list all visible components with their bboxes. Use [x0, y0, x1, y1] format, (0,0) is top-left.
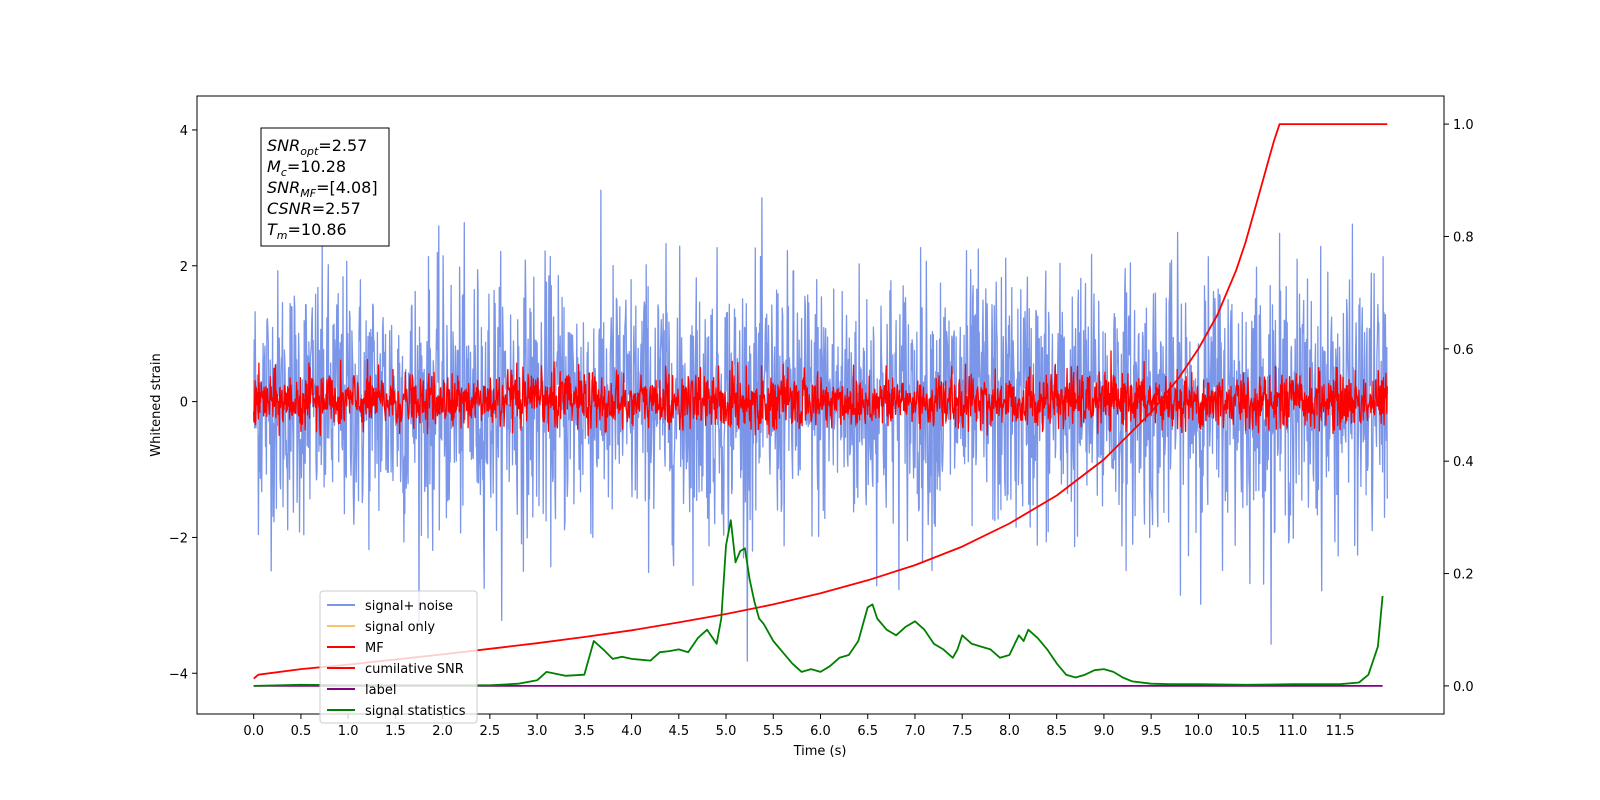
annotation-line: Mc=10.28: [267, 157, 346, 179]
x-tick-label: 0.5: [291, 724, 312, 739]
y-right-tick-label: 0.8: [1453, 230, 1474, 245]
x-tick-label: 9.5: [1141, 724, 1162, 739]
y-tick-label: −4: [169, 667, 188, 682]
annotation-line: CSNR=2.57: [267, 199, 361, 218]
x-axis-label: Time (s): [793, 744, 847, 759]
x-tick-label: 11.0: [1278, 724, 1307, 739]
legend: signal+ noise signal only MF cumilative SNR…: [319, 590, 478, 724]
y-tick-label: 0: [180, 396, 188, 411]
y-axis-right: 0.0 0.2 0.4 0.6 0.8 1.0: [1444, 118, 1474, 695]
x-tick-label: 0.0: [243, 724, 264, 739]
y-right-tick-label: 0.2: [1453, 568, 1474, 583]
x-axis: 0.0 0.5 1.0 1.5 2.0 2.5 3.0 3.5 4.0 4.5 5.0 5.5 6.0 6…: [243, 714, 1355, 739]
legend-entry: signal only: [365, 620, 435, 635]
x-tick-label: 8.5: [1046, 724, 1067, 739]
x-tick-label: 3.0: [527, 724, 548, 739]
legend-entry: signal statistics: [365, 704, 466, 719]
series-line-2: [253, 350, 1388, 437]
legend-entry: MF: [365, 641, 384, 656]
legend-entry: cumilative SNR: [365, 662, 464, 677]
y-right-tick-label: 0.6: [1453, 343, 1474, 358]
series-line-5: [253, 519, 1384, 687]
series-line-0: [253, 189, 1388, 662]
x-tick-label: 7.0: [905, 724, 926, 739]
x-tick-label: 8.0: [999, 724, 1020, 739]
x-tick-label: 11.5: [1326, 724, 1355, 739]
x-tick-label: 4.0: [621, 724, 642, 739]
x-tick-label: 9.0: [1094, 724, 1115, 739]
y-axis-left: −4 −2 0 2 4: [169, 124, 197, 682]
x-tick-label: 10.0: [1184, 724, 1213, 739]
y-tick-label: 2: [180, 260, 188, 275]
annotation-box-frame: [260, 127, 390, 247]
x-tick-label: 5.5: [763, 724, 784, 739]
x-tick-label: 10.5: [1231, 724, 1260, 739]
y-right-tick-label: 0.4: [1453, 455, 1474, 470]
x-tick-label: 2.5: [480, 724, 501, 739]
x-tick-label: 3.5: [574, 724, 595, 739]
x-tick-label: 2.0: [432, 724, 453, 739]
annotation-box: SNRopt=2.57Mc=10.28SNRMF=[4.08]CSNR=2.57…: [260, 127, 390, 247]
x-tick-label: 6.0: [810, 724, 831, 739]
x-tick-label: 4.5: [668, 724, 689, 739]
annotation-line: SNRopt=2.57: [267, 136, 367, 158]
y-tick-label: −2: [169, 531, 188, 546]
x-tick-label: 5.0: [716, 724, 737, 739]
y-axis-label: Whitened strain: [149, 353, 164, 456]
y-right-tick-label: 1.0: [1453, 118, 1474, 133]
legend-entry: signal+ noise: [365, 599, 453, 614]
legend-entry: label: [365, 683, 396, 698]
annotation-line: Tm=10.86: [267, 220, 347, 242]
x-tick-label: 6.5: [857, 724, 878, 739]
legend-frame: [319, 590, 478, 724]
y-right-tick-label: 0.0: [1453, 680, 1474, 695]
x-tick-label: 1.0: [338, 724, 359, 739]
x-tick-label: 1.5: [385, 724, 406, 739]
annotation-line: SNRMF=[4.08]: [267, 178, 378, 200]
x-tick-label: 7.5: [952, 724, 973, 739]
y-tick-label: 4: [180, 124, 188, 139]
